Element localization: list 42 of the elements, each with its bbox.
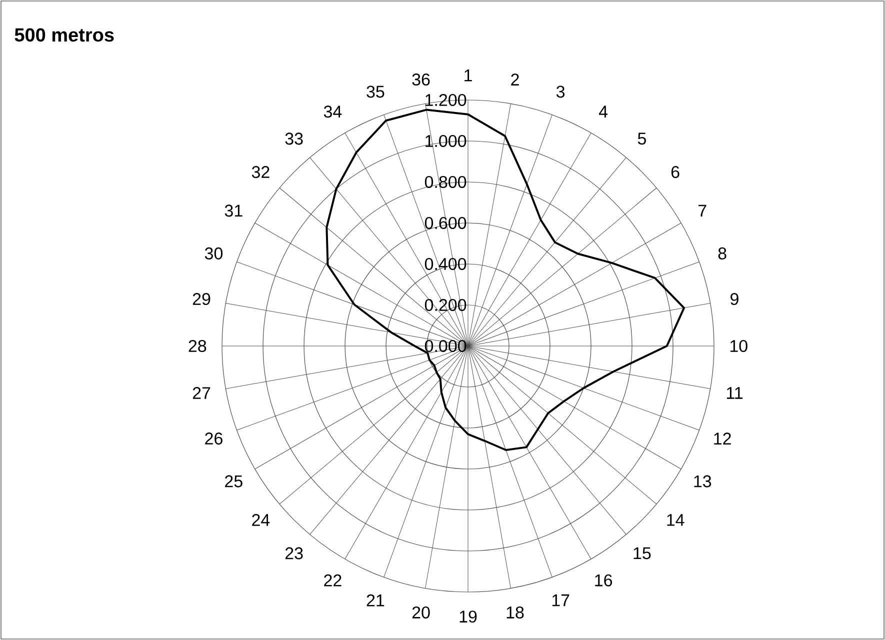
spoke-label: 28 bbox=[188, 340, 206, 352]
y-tick-label: 0.400 bbox=[424, 258, 466, 270]
spoke-label: 36 bbox=[412, 73, 430, 86]
spoke-label: 26 bbox=[205, 432, 222, 445]
spoke-label: 23 bbox=[285, 547, 303, 560]
y-tick-label: 0.600 bbox=[424, 216, 466, 230]
spoke-label: 15 bbox=[634, 547, 651, 560]
spoke-label: 34 bbox=[324, 106, 342, 118]
chart-title: 500 metros bbox=[14, 28, 114, 42]
spoke-label: 4 bbox=[598, 106, 608, 118]
spoke-label: 12 bbox=[714, 432, 731, 444]
spoke-label: 24 bbox=[252, 514, 270, 526]
spoke-label: 31 bbox=[224, 204, 242, 217]
spoke-label: 9 bbox=[730, 292, 738, 306]
y-tick-label: 1.200 bbox=[426, 94, 466, 106]
spoke-label: 5 bbox=[638, 132, 646, 145]
spoke-label: 2 bbox=[511, 74, 519, 86]
spoke-label: 7 bbox=[698, 204, 706, 217]
spoke-label: 16 bbox=[595, 574, 612, 586]
spoke-label: 3 bbox=[556, 86, 565, 98]
spoke-label: 18 bbox=[506, 606, 524, 619]
spoke-label: 6 bbox=[671, 166, 680, 178]
spoke-label: 13 bbox=[694, 475, 712, 488]
y-tick-label: 1.000 bbox=[426, 134, 466, 148]
spoke-label: 21 bbox=[366, 594, 384, 606]
spoke-label: 11 bbox=[726, 387, 742, 399]
spoke-label: 30 bbox=[204, 247, 223, 260]
spoke-label: 14 bbox=[667, 514, 684, 526]
spoke-label: 22 bbox=[324, 574, 342, 586]
spoke-label: 35 bbox=[366, 86, 384, 98]
spoke-label: 17 bbox=[552, 594, 570, 606]
spoke-label: 20 bbox=[412, 606, 430, 619]
spoke-label: 33 bbox=[285, 132, 303, 145]
spoke-label: 1 bbox=[464, 70, 472, 82]
spoke-label: 32 bbox=[252, 166, 270, 178]
spoke-label: 8 bbox=[718, 247, 726, 260]
spoke-label: 29 bbox=[192, 292, 210, 306]
spoke-label: 25 bbox=[225, 475, 242, 488]
spoke-label: 10 bbox=[730, 340, 748, 352]
spoke-label: 27 bbox=[192, 387, 210, 399]
spoke-label: 19 bbox=[460, 610, 477, 623]
y-tick-label: 0.800 bbox=[424, 176, 466, 188]
